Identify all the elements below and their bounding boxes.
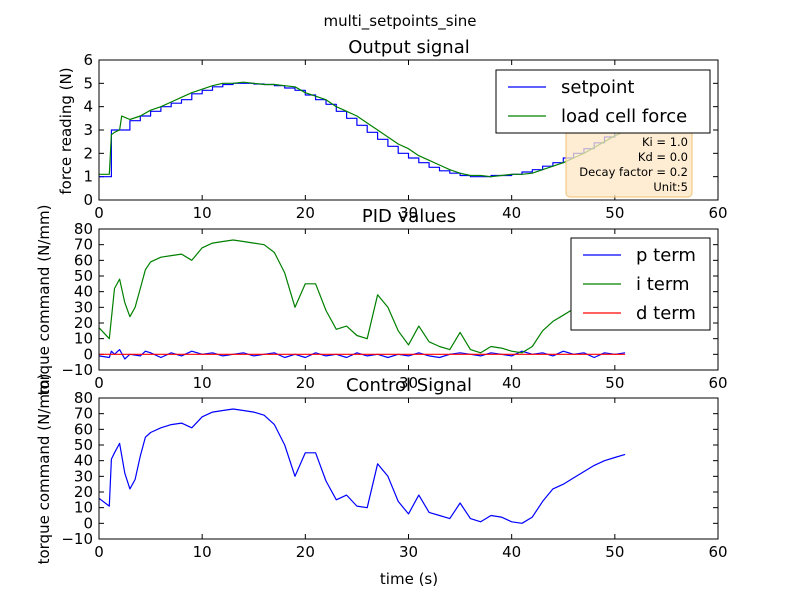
control-signal-ytick-label: 40 <box>74 452 93 470</box>
control-signal-ytick-label: 20 <box>74 483 93 501</box>
legend-label-d-term: d term <box>636 303 696 324</box>
control-signal-ylabel: torque command (N/mm) <box>35 374 53 565</box>
output-signal-xtick-label: 30 <box>399 204 418 222</box>
pid-values-lines <box>98 239 626 360</box>
control-signal-xtick-label: 30 <box>399 543 418 561</box>
control-signal-title: Control Signal <box>346 375 472 396</box>
output-signal-ytick-label: 5 <box>83 74 93 92</box>
pid-values-ytick-label: 50 <box>74 267 93 285</box>
pid-values-ylabel: torque command (N/mm) <box>35 205 53 396</box>
pid-values-legend: p term i term d term <box>570 237 711 331</box>
output-signal-ytick-label: 6 <box>83 51 93 69</box>
output-signal-ytick-label: 2 <box>83 144 93 162</box>
output-signal-xtick-label: 20 <box>296 204 315 222</box>
output-signal-series-load-cell-force-line <box>99 81 626 178</box>
pid-values-ytick-label: −10 <box>61 361 93 379</box>
pid-values-ytick-label: 20 <box>74 314 93 332</box>
legend-label-setpoint: setpoint <box>561 77 634 98</box>
output-signal-panel: Output signal force reading (N) 0 10 20 30 4… <box>57 37 728 222</box>
output-signal-ylabel: force reading (N) <box>57 67 75 194</box>
gains-kd: Kd = 0.0 <box>638 150 688 164</box>
pid-values-panel: PID values torque command (N/mm) 0 10 20 30… <box>35 205 728 396</box>
output-signal-title: Output signal <box>348 37 470 58</box>
control-signal-xtick-label: 20 <box>296 543 315 561</box>
gains-annotation-box: Ki = 1.0 Kd = 0.0 Decay factor = 0.2 Uni… <box>565 129 693 198</box>
control-signal-panel: Control Signal torque command (N/mm) tim… <box>35 374 728 588</box>
output-signal-xtick-label: 40 <box>502 204 521 222</box>
output-signal-frame <box>98 59 719 201</box>
gains-ki: Ki = 1.0 <box>642 135 688 149</box>
output-signal-legend: setpoint load cell force <box>495 69 711 134</box>
output-signal-xtick-label: 10 <box>193 204 212 222</box>
control-signal-xtick-label: 40 <box>502 543 521 561</box>
pid-values-ytick-label: 40 <box>74 283 93 301</box>
output-signal-ytick-label: 4 <box>83 98 93 116</box>
control-signal-xtick-label: 60 <box>708 543 727 561</box>
control-signal-ytick-label: 70 <box>74 405 93 423</box>
control-signal-ytick-label: 0 <box>83 514 93 532</box>
gains-decay: Decay factor = 0.2 <box>579 165 688 179</box>
pid-values-title: PID values <box>362 206 456 227</box>
control-signal-xtick-label: 0 <box>94 543 104 561</box>
pid-values-xtick-label: 0 <box>94 374 104 392</box>
pid-values-frame <box>98 228 719 371</box>
pid-values-ytick-label: 70 <box>74 236 93 254</box>
control-signal-ytick-label: −10 <box>61 530 93 548</box>
output-signal-xtick-label: 60 <box>708 204 727 222</box>
output-signal-ytick-label: 3 <box>83 121 93 139</box>
pid-values-xtick-label: 60 <box>708 374 727 392</box>
control-signal-ytick-label: 50 <box>74 436 93 454</box>
control-signal-frame <box>98 397 719 540</box>
control-signal-lines <box>98 408 626 524</box>
pid-values-xtick-label: 50 <box>605 374 624 392</box>
pid-values-ytick-label: 80 <box>74 220 93 238</box>
output-signal-ytick-label: 0 <box>83 191 93 209</box>
pid-values-ytick-label: 60 <box>74 251 93 269</box>
output-signal-series-setpoint-line <box>99 82 626 178</box>
control-signal-xtick-label: 10 <box>193 543 212 561</box>
pid-values-xtick-label: 20 <box>296 374 315 392</box>
control-signal-ytick-label: 30 <box>74 467 93 485</box>
legend-label-p-term: p term <box>636 245 696 266</box>
gains-unit: Unit:5 <box>653 180 688 194</box>
legend-label-load-cell-force: load cell force <box>561 106 687 127</box>
pid-values-xtick-label: 10 <box>193 374 212 392</box>
control-signal-ytick-label: 10 <box>74 499 93 517</box>
output-signal-xtick-label: 0 <box>94 204 104 222</box>
figure-title: multi_setpoints_sine <box>323 12 476 31</box>
legend-label-i-term: i term <box>636 274 689 295</box>
control-signal-ytick-label: 80 <box>74 389 93 407</box>
pid-values-series-i-term-line <box>98 239 626 354</box>
output-signal-xtick-label: 50 <box>605 204 624 222</box>
pid-values-ytick-label: 0 <box>83 345 93 363</box>
control-signal-series-series-line <box>98 408 626 524</box>
pid-values-ytick-label: 30 <box>74 298 93 316</box>
pid-values-ytick-label: 10 <box>74 330 93 348</box>
control-signal-xtick-label: 50 <box>605 543 624 561</box>
pid-values-xtick-label: 30 <box>399 374 418 392</box>
control-signal-ytick-label: 60 <box>74 420 93 438</box>
output-signal-lines <box>99 81 626 178</box>
pid-values-xtick-label: 40 <box>502 374 521 392</box>
control-signal-xlabel: time (s) <box>380 570 438 588</box>
output-signal-ytick-label: 1 <box>83 168 93 186</box>
